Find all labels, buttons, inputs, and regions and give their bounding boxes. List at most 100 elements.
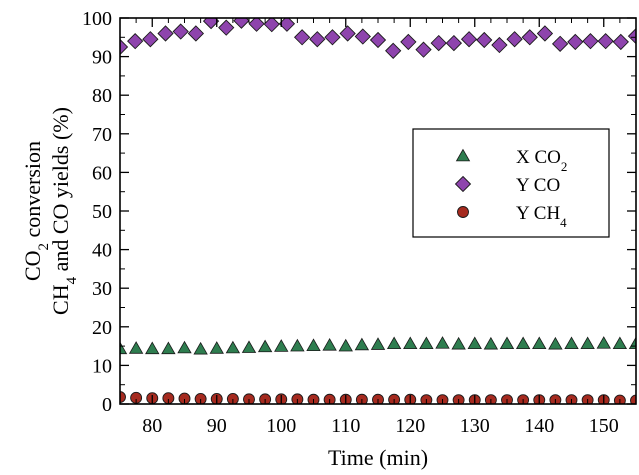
data-point-y-co (187, 25, 205, 42)
data-point-x-co2 (306, 338, 321, 351)
y-tick-label: 50 (92, 201, 112, 223)
data-point-y-co (293, 29, 311, 46)
data-point-y-ch4 (630, 394, 636, 404)
data-point-x-co2 (177, 340, 192, 354)
y-tick-label: 80 (92, 85, 112, 107)
x-tick-label: 140 (524, 415, 554, 437)
y-tick-label: 30 (92, 278, 112, 300)
data-point-y-co (218, 19, 235, 36)
data-point-y-co (385, 42, 402, 59)
x-tick-label: 80 (142, 415, 162, 437)
data-point-y-co (506, 31, 523, 48)
data-point-y-co (445, 34, 463, 52)
data-point-y-ch4 (178, 392, 191, 404)
data-point-x-co2 (145, 341, 160, 355)
data-point-y-co (142, 31, 159, 48)
data-point-x-co2 (467, 336, 482, 350)
x-tick-label: 120 (395, 415, 425, 437)
plot-area (120, 18, 636, 404)
y-tick-label: 40 (92, 240, 112, 262)
data-point-x-co2 (628, 336, 636, 350)
data-point-x-co2 (483, 336, 499, 350)
x-tick-label: 130 (460, 415, 490, 437)
data-point-y-ch4 (120, 391, 126, 404)
x-tick-label: 100 (266, 415, 296, 437)
data-point-x-co2 (386, 336, 402, 350)
x-tick-label: 110 (331, 415, 360, 437)
data-point-x-co2 (193, 341, 208, 355)
data-point-y-co (597, 33, 614, 50)
data-point-y-co (551, 35, 569, 52)
data-point-x-co2 (499, 336, 515, 350)
x-axis-title: Time (min) (328, 445, 428, 470)
y-tick-label: 60 (92, 162, 112, 184)
data-point-y-co (612, 33, 629, 51)
data-point-x-co2 (564, 336, 579, 350)
data-point-y-co (172, 23, 189, 40)
data-point-x-co2 (515, 336, 531, 350)
data-point-y-ch4 (291, 393, 304, 404)
data-point-y-co (582, 33, 599, 50)
y-tick-label: 10 (92, 355, 112, 377)
legend-marker-y-ch4 (457, 206, 469, 218)
y-tick-label: 70 (92, 124, 112, 146)
data-point-y-co (309, 31, 326, 48)
data-point-x-co2 (209, 341, 224, 354)
data-point-x-co2 (274, 339, 289, 352)
data-point-y-co (430, 34, 447, 52)
axes: 80 90 100 110 120 130 140 150 0 10 20 30 40 50 60 70 80 9… (20, 8, 637, 470)
data-point-x-co2 (128, 341, 144, 354)
data-point-x-co2 (161, 341, 176, 355)
data-point-y-co (324, 29, 341, 46)
data-point-x-co2 (225, 340, 241, 354)
data-point-x-co2 (532, 336, 547, 350)
y-tick-label: 100 (82, 8, 112, 30)
data-point-y-co (278, 18, 296, 32)
data-point-y-co (369, 31, 387, 49)
data-point-y-ch4 (259, 393, 272, 404)
data-point-x-co2 (419, 336, 434, 350)
legend-label-y-ch4: Y CH4 (516, 203, 567, 230)
data-point-y-co (536, 25, 554, 42)
data-point-x-co2 (451, 336, 466, 350)
legend-box (412, 128, 610, 238)
data-point-y-co (567, 33, 584, 51)
x-tick-label: 90 (207, 415, 227, 437)
legend-marker-y-co (454, 175, 472, 193)
data-point-x-co2 (257, 339, 273, 353)
data-point-y-co (248, 18, 265, 32)
data-point-y-co (415, 41, 432, 58)
data-point-x-co2 (241, 340, 257, 353)
data-point-y-co (354, 28, 371, 45)
y-axis-title-line2: CH4 and CO yields (%) (48, 107, 80, 315)
y-tick-label: 20 (92, 317, 112, 339)
legend-label-x-co2: X CO2 (516, 147, 567, 174)
data-point-x-co2 (290, 338, 305, 352)
data-point-x-co2 (580, 336, 595, 350)
data-point-y-ch4 (243, 393, 255, 404)
x-tick-label: 150 (589, 415, 619, 437)
data-point-y-co (263, 18, 280, 33)
y-tick-label: 90 (92, 47, 112, 69)
data-point-x-co2 (322, 338, 337, 351)
legend-label-y-co: Y CO (516, 175, 560, 196)
data-point-x-co2 (120, 341, 128, 355)
data-point-x-co2 (403, 336, 418, 350)
data-point-y-co (157, 25, 174, 42)
data-point-y-co (120, 38, 129, 56)
data-point-y-co (127, 33, 144, 50)
data-point-y-co (476, 31, 493, 49)
data-point-x-co2 (612, 336, 628, 350)
data-point-x-co2 (338, 338, 353, 352)
data-point-y-co (460, 31, 478, 48)
data-point-y-co (627, 28, 636, 45)
y-tick-label: 0 (102, 394, 112, 416)
y-axis-title-line1: CO2 conversion (20, 141, 52, 281)
data-point-y-co (339, 25, 356, 42)
data-point-y-co (233, 18, 250, 29)
data-point-x-co2 (548, 336, 563, 350)
data-point-x-co2 (435, 336, 450, 349)
data-point-y-co (400, 33, 417, 51)
